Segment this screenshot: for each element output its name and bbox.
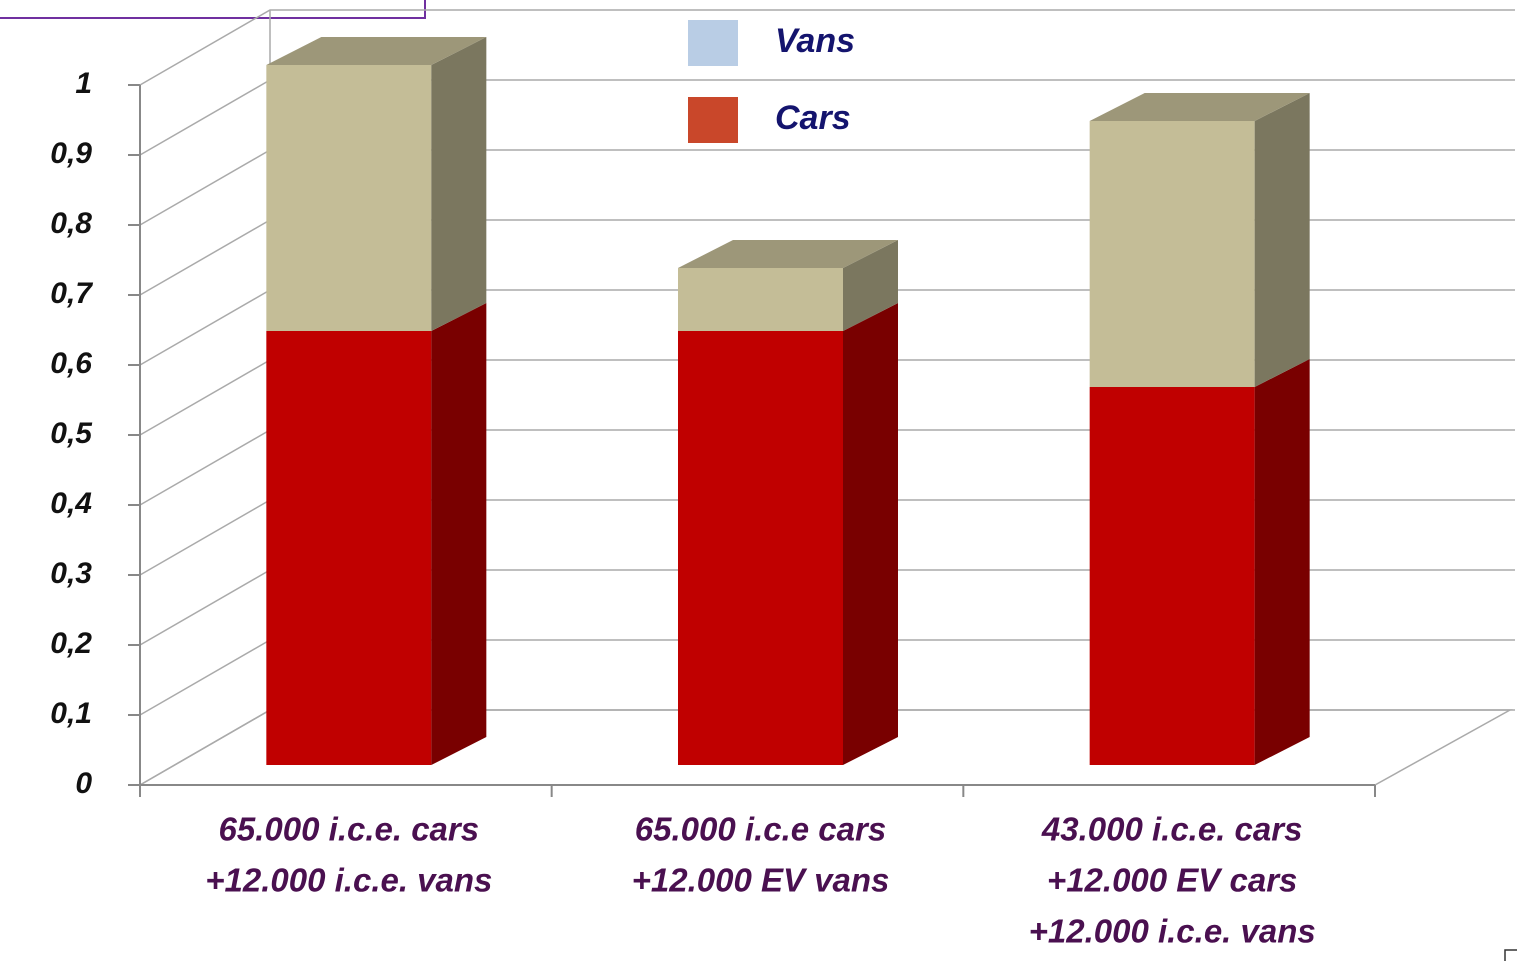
x-tick-label: 43.000 i.c.e. cars [1041, 811, 1303, 848]
legend-swatch [688, 97, 738, 143]
bar-side [431, 37, 487, 331]
bar-front [266, 331, 432, 765]
y-tick-label: 0 [75, 767, 92, 800]
frame-fragment [0, 0, 426, 19]
bar-side [843, 303, 898, 765]
bar-top [1089, 93, 1310, 121]
legend-label: Vans [775, 22, 855, 60]
y-tick-label: 0,9 [50, 137, 92, 170]
bar-side [843, 240, 898, 331]
bar-front [1089, 121, 1255, 387]
bar-side [1254, 359, 1310, 765]
bar-front [678, 331, 843, 765]
bar-side [1254, 93, 1310, 387]
legend-swatch [688, 20, 738, 66]
corner-mark [1504, 949, 1517, 961]
bar-top [678, 240, 898, 268]
x-tick-label: +12.000 i.c.e. vans [1029, 913, 1316, 950]
bar-top [266, 37, 487, 65]
y-tick-label: 1 [75, 67, 92, 100]
y-tick-label: 0,2 [50, 627, 92, 660]
y-tick-label: 0,7 [50, 277, 93, 310]
y-tick-label: 0,1 [50, 697, 92, 730]
y-tick-label: 0,3 [50, 557, 92, 590]
y-tick-label: 0,5 [50, 417, 93, 450]
bar-front [1089, 387, 1255, 765]
x-tick-label: +12.000 i.c.e. vans [205, 862, 492, 899]
y-tick-label: 0,8 [50, 207, 92, 240]
x-tick-label: 65.000 i.c.e. cars [219, 811, 480, 848]
grid-line [139, 9, 1515, 86]
x-tick-label: 65.000 i.c.e cars [635, 811, 886, 848]
bar-side [431, 303, 487, 765]
bar-front [678, 268, 843, 331]
x-tick-label: +12.000 EV cars [1047, 862, 1297, 899]
legend-label: Cars [775, 99, 851, 137]
y-tick-label: 0,6 [50, 347, 92, 380]
bar-front [266, 65, 432, 331]
x-tick-label: +12.000 EV vans [632, 862, 890, 899]
y-tick-label: 0,4 [50, 487, 92, 520]
